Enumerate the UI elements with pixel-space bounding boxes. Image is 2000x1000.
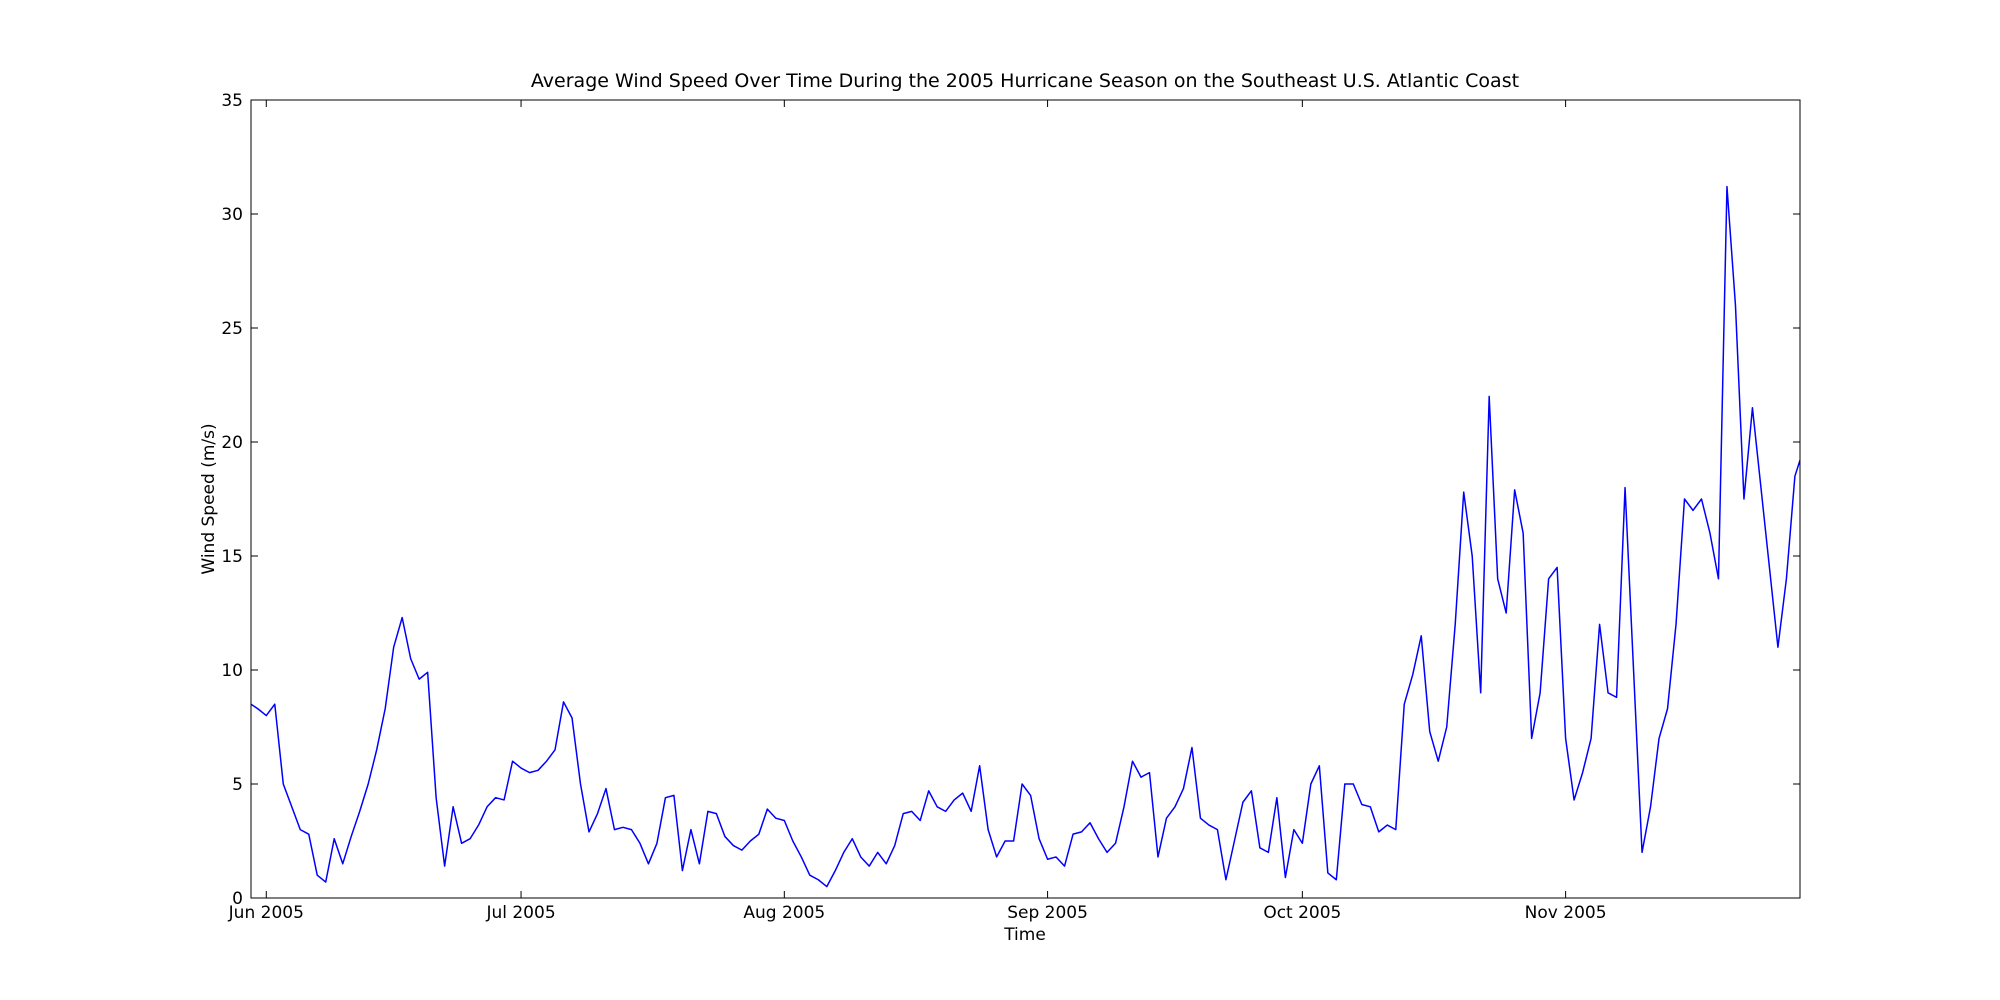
x-tick-label: Jul 2005 bbox=[485, 903, 555, 923]
y-tick-label: 25 bbox=[221, 319, 243, 339]
data-line bbox=[251, 185, 1800, 888]
y-tick-label: 15 bbox=[221, 547, 243, 567]
plot-frame bbox=[250, 99, 1801, 899]
x-tick-label: Aug 2005 bbox=[743, 903, 825, 923]
y-tick-label: 0 bbox=[232, 889, 243, 909]
y-tick-label: 35 bbox=[221, 91, 243, 111]
x-tick-label: Sep 2005 bbox=[1007, 903, 1088, 923]
y-tick-label: 10 bbox=[221, 661, 243, 681]
x-tick-label: Oct 2005 bbox=[1263, 903, 1341, 923]
x-tick-label: Jun 2005 bbox=[228, 903, 304, 923]
y-tick-label: 20 bbox=[221, 433, 243, 453]
y-tick-label: 5 bbox=[232, 775, 243, 795]
y-tick-label: 30 bbox=[221, 205, 243, 225]
chart-title: Average Wind Speed Over Time During the … bbox=[531, 70, 1519, 92]
x-axis-label: Time bbox=[1003, 925, 1046, 945]
y-axis-label: Wind Speed (m/s) bbox=[199, 423, 219, 574]
x-tick-label: Nov 2005 bbox=[1525, 903, 1607, 923]
